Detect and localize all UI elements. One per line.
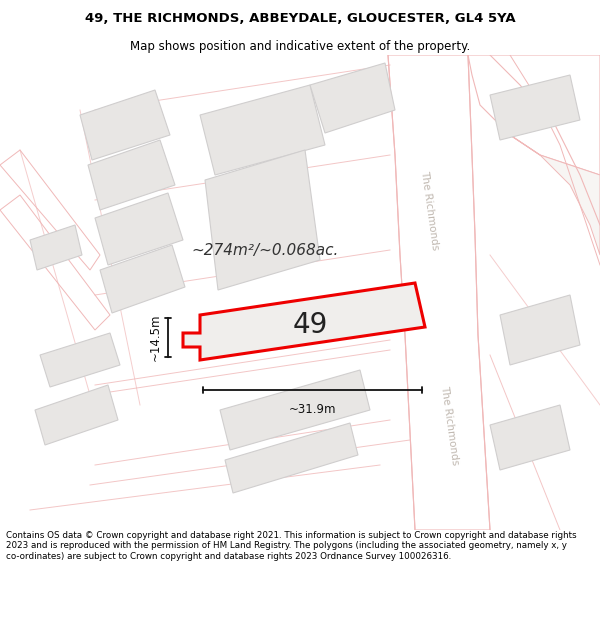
Text: The Richmonds: The Richmonds — [439, 384, 461, 466]
Text: Contains OS data © Crown copyright and database right 2021. This information is : Contains OS data © Crown copyright and d… — [6, 531, 577, 561]
Polygon shape — [388, 55, 490, 530]
Polygon shape — [0, 150, 100, 270]
Text: 49: 49 — [292, 311, 328, 339]
Polygon shape — [88, 140, 175, 210]
Polygon shape — [30, 225, 82, 270]
Polygon shape — [35, 385, 118, 445]
Polygon shape — [183, 283, 425, 360]
Text: ~31.9m: ~31.9m — [289, 403, 336, 416]
Text: The Richmonds: The Richmonds — [419, 169, 440, 251]
Polygon shape — [500, 295, 580, 365]
Polygon shape — [100, 245, 185, 313]
Polygon shape — [510, 135, 600, 255]
Polygon shape — [95, 193, 183, 265]
Polygon shape — [490, 405, 570, 470]
Polygon shape — [80, 90, 170, 160]
Text: ~274m²/~0.068ac.: ~274m²/~0.068ac. — [191, 242, 338, 258]
Polygon shape — [468, 55, 600, 175]
Polygon shape — [490, 75, 580, 140]
Polygon shape — [310, 63, 395, 133]
Polygon shape — [40, 333, 120, 387]
Text: 49, THE RICHMONDS, ABBEYDALE, GLOUCESTER, GL4 5YA: 49, THE RICHMONDS, ABBEYDALE, GLOUCESTER… — [85, 12, 515, 25]
Polygon shape — [205, 150, 320, 290]
Text: Map shows position and indicative extent of the property.: Map shows position and indicative extent… — [130, 39, 470, 52]
Polygon shape — [0, 195, 110, 330]
Polygon shape — [220, 370, 370, 450]
Polygon shape — [225, 423, 358, 493]
Text: ~14.5m: ~14.5m — [149, 314, 162, 361]
Polygon shape — [200, 85, 325, 175]
